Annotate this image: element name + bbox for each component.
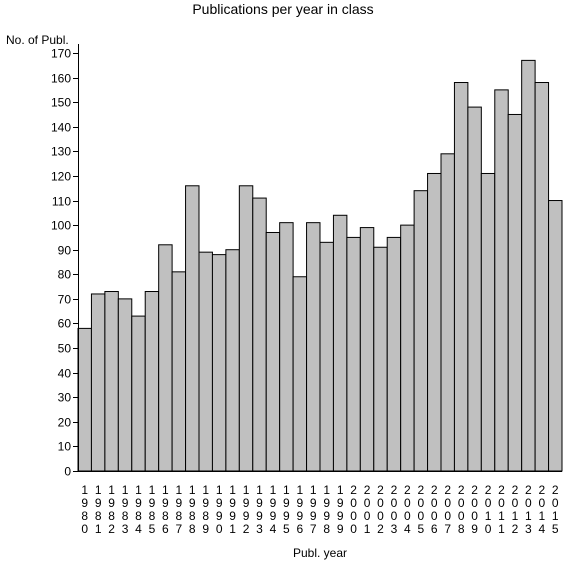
bar-1987 bbox=[171, 271, 187, 472]
bar-1999 bbox=[332, 214, 348, 472]
bar-1984 bbox=[131, 315, 146, 472]
bar-1983 bbox=[117, 298, 133, 472]
y-tick-label: 170 bbox=[51, 47, 71, 61]
bar-2013 bbox=[521, 59, 536, 472]
bar-2001 bbox=[359, 227, 375, 472]
y-tick-label: 90 bbox=[58, 244, 72, 258]
y-tick-label: 30 bbox=[58, 391, 72, 405]
y-tick-label: 0 bbox=[64, 465, 71, 479]
bar-1995 bbox=[279, 222, 294, 472]
bar-1993 bbox=[252, 197, 267, 472]
bar-1981 bbox=[90, 293, 106, 472]
bar-1996 bbox=[292, 276, 308, 472]
y-tick-label: 60 bbox=[58, 317, 72, 331]
y-tick-label: 150 bbox=[51, 96, 71, 110]
y-tick-label: 110 bbox=[52, 195, 71, 209]
y-tick-label: 130 bbox=[51, 145, 71, 159]
bar-2002 bbox=[373, 246, 388, 472]
bar-2008 bbox=[453, 82, 469, 472]
bar-1980 bbox=[77, 327, 92, 472]
bar-1992 bbox=[238, 185, 254, 472]
y-tick-label: 10 bbox=[58, 440, 72, 454]
y-tick-label: 80 bbox=[58, 268, 72, 282]
y-tick-label: 100 bbox=[51, 219, 71, 233]
x-axis-ticks: 1 9 8 0 1 9 8 1 1 9 8 2 1 9 8 3 1 9 8 4 1 9 8 5 1 9 8 6 1 9 8 7 1 9 8 8 1 9 8 9… bbox=[81, 483, 559, 536]
bar-2012 bbox=[507, 113, 523, 472]
bar-2007 bbox=[440, 153, 455, 472]
bar-2003 bbox=[386, 236, 402, 472]
chart-title: Publications per year in class bbox=[192, 1, 373, 17]
x-axis-label: Publ. year bbox=[293, 546, 347, 560]
bar-2014 bbox=[534, 82, 550, 472]
bar-1988 bbox=[185, 185, 200, 472]
bar-1991 bbox=[225, 249, 240, 472]
bar-1990 bbox=[211, 254, 227, 472]
bar-1989 bbox=[198, 251, 213, 472]
bar-1986 bbox=[158, 244, 173, 472]
bar-2005 bbox=[413, 190, 429, 472]
bar-1994 bbox=[265, 231, 281, 472]
bar-2010 bbox=[480, 172, 496, 472]
bar-1985 bbox=[144, 291, 160, 472]
y-axis-ticks: 0 10 20 30 40 50 60 70 80 90 100 110 120 130 140 150 160… bbox=[51, 47, 78, 479]
y-tick-label: 160 bbox=[51, 72, 71, 86]
bars-group bbox=[77, 59, 563, 472]
y-tick-label: 70 bbox=[58, 293, 72, 307]
bar-1982 bbox=[104, 291, 119, 472]
y-tick-label: 140 bbox=[51, 121, 71, 135]
bar-2011 bbox=[494, 89, 509, 472]
bar-1997 bbox=[306, 222, 321, 472]
bar-2006 bbox=[427, 172, 442, 472]
bar-2009 bbox=[467, 106, 482, 472]
y-axis-label: No. of Publ. bbox=[6, 33, 69, 47]
y-tick-label: 50 bbox=[58, 342, 72, 356]
y-tick-label: 40 bbox=[58, 367, 72, 381]
bar-1998 bbox=[319, 241, 334, 472]
bar-2000 bbox=[346, 236, 361, 472]
y-tick-label: 20 bbox=[58, 416, 72, 430]
y-tick-label: 120 bbox=[51, 170, 71, 184]
bar-2015 bbox=[548, 200, 563, 472]
bar-2004 bbox=[400, 224, 415, 472]
